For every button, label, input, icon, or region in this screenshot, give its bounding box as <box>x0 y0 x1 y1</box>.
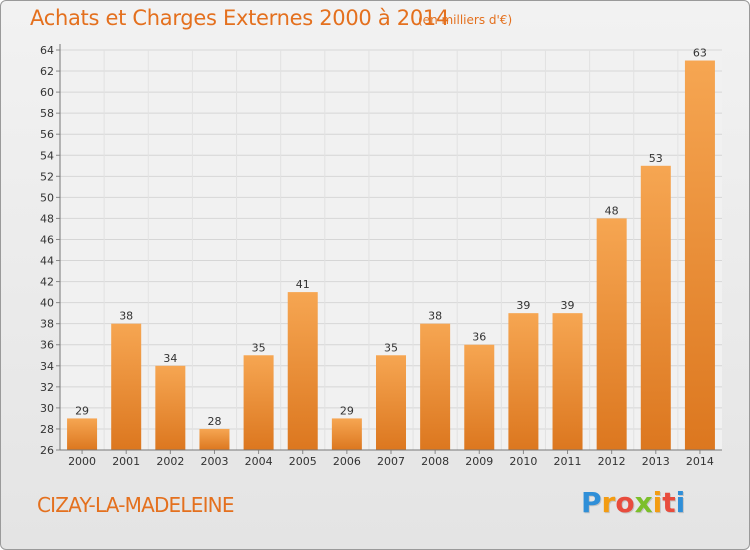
x-tick-label: 2005 <box>289 455 317 468</box>
bar-value-label: 34 <box>163 352 177 365</box>
y-tick-label: 54 <box>40 149 54 162</box>
y-tick-label: 28 <box>40 423 54 436</box>
bar <box>552 313 583 450</box>
x-tick-label: 2013 <box>642 455 670 468</box>
bar <box>199 428 230 450</box>
bar-value-label: 29 <box>75 404 89 417</box>
y-tick-label: 48 <box>40 212 54 225</box>
logo-letter: x <box>634 486 653 519</box>
bar <box>596 218 627 450</box>
x-tick-label: 2012 <box>598 455 626 468</box>
x-tick-label: 2001 <box>112 455 140 468</box>
bar <box>111 323 142 450</box>
bar-value-label: 36 <box>472 331 486 344</box>
bar <box>243 355 274 450</box>
y-tick-label: 60 <box>40 86 54 99</box>
x-tick-label: 2000 <box>68 455 96 468</box>
bar <box>331 418 362 450</box>
y-tick-label: 52 <box>40 170 54 183</box>
logo-letter: i <box>652 486 663 519</box>
y-tick-label: 50 <box>40 191 54 204</box>
y-tick-label: 36 <box>40 339 54 352</box>
y-tick-label: 58 <box>40 107 54 120</box>
bar-value-label: 53 <box>649 152 663 165</box>
logo-letter: i <box>675 486 686 519</box>
bar <box>508 313 539 450</box>
bar <box>684 60 715 451</box>
bar-value-label: 28 <box>207 415 221 428</box>
bar-value-label: 63 <box>693 47 707 60</box>
x-tick-label: 2003 <box>200 455 228 468</box>
bar <box>376 355 406 450</box>
bar-value-label: 38 <box>428 310 442 323</box>
x-tick-label: 2014 <box>686 455 714 468</box>
x-tick-label: 2006 <box>333 455 361 468</box>
bar-value-label: 29 <box>340 404 354 417</box>
y-tick-label: 44 <box>40 255 54 268</box>
bar-value-label: 41 <box>296 278 310 291</box>
x-tick-label: 2010 <box>509 455 537 468</box>
x-tick-label: 2007 <box>377 455 405 468</box>
chart-title: Achats et Charges Externes 2000 à 2014 <box>30 6 450 30</box>
y-tick-label: 62 <box>40 65 54 78</box>
x-tick-label: 2004 <box>245 455 273 468</box>
y-tick-label: 34 <box>40 360 54 373</box>
bar-value-label: 35 <box>252 341 266 354</box>
y-tick-label: 42 <box>40 276 54 289</box>
y-tick-label: 40 <box>40 297 54 310</box>
y-tick-label: 38 <box>40 318 54 331</box>
bar <box>67 418 98 450</box>
proxiti-logo: Proxiti <box>581 486 685 519</box>
y-tick-label: 26 <box>40 444 54 457</box>
unit-label: (en milliers d'€) <box>418 13 513 27</box>
x-tick-label: 2009 <box>465 455 493 468</box>
bar-value-label: 35 <box>384 341 398 354</box>
bar-value-label: 38 <box>119 310 133 323</box>
y-tick-label: 30 <box>40 402 54 415</box>
logo-letter: o <box>615 486 635 519</box>
bar <box>464 344 495 450</box>
logo-letter: P <box>581 486 602 519</box>
bar-value-label: 39 <box>516 299 530 312</box>
bar <box>640 165 671 450</box>
y-tick-label: 46 <box>40 233 54 246</box>
y-tick-label: 56 <box>40 128 54 141</box>
x-tick-label: 2008 <box>421 455 449 468</box>
bar <box>420 323 451 450</box>
y-tick-label: 32 <box>40 381 54 394</box>
y-tick-label: 64 <box>40 44 54 57</box>
x-tick-label: 2002 <box>156 455 184 468</box>
logo-letter: r <box>601 486 616 519</box>
bar <box>287 292 318 450</box>
x-tick-label: 2011 <box>554 455 582 468</box>
bar <box>155 365 186 450</box>
bar-value-label: 48 <box>605 204 619 217</box>
bar-value-label: 39 <box>561 299 575 312</box>
logo-letter: t <box>662 486 676 519</box>
commune-name: CIZAY-LA-MADELEINE <box>37 493 234 517</box>
